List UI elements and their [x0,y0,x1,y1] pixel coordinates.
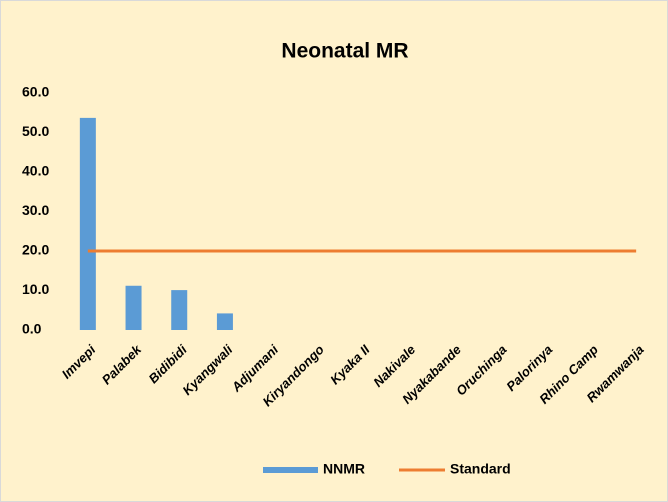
legend-label: NNMR [323,461,365,477]
y-tick-label: 40.0 [22,163,49,179]
y-tick-label: 0.0 [22,321,42,337]
y-tick-label: 50.0 [22,123,49,139]
bar [216,313,233,330]
legend-label: Standard [450,461,511,477]
chart-title: Neonatal MR [281,40,408,63]
bar [171,290,188,330]
y-tick-label: 30.0 [22,202,49,218]
bar [79,117,96,330]
y-tick-label: 10.0 [22,281,49,297]
y-tick-label: 20.0 [22,242,49,258]
y-tick-label: 60.0 [22,84,49,100]
bar [125,285,142,330]
